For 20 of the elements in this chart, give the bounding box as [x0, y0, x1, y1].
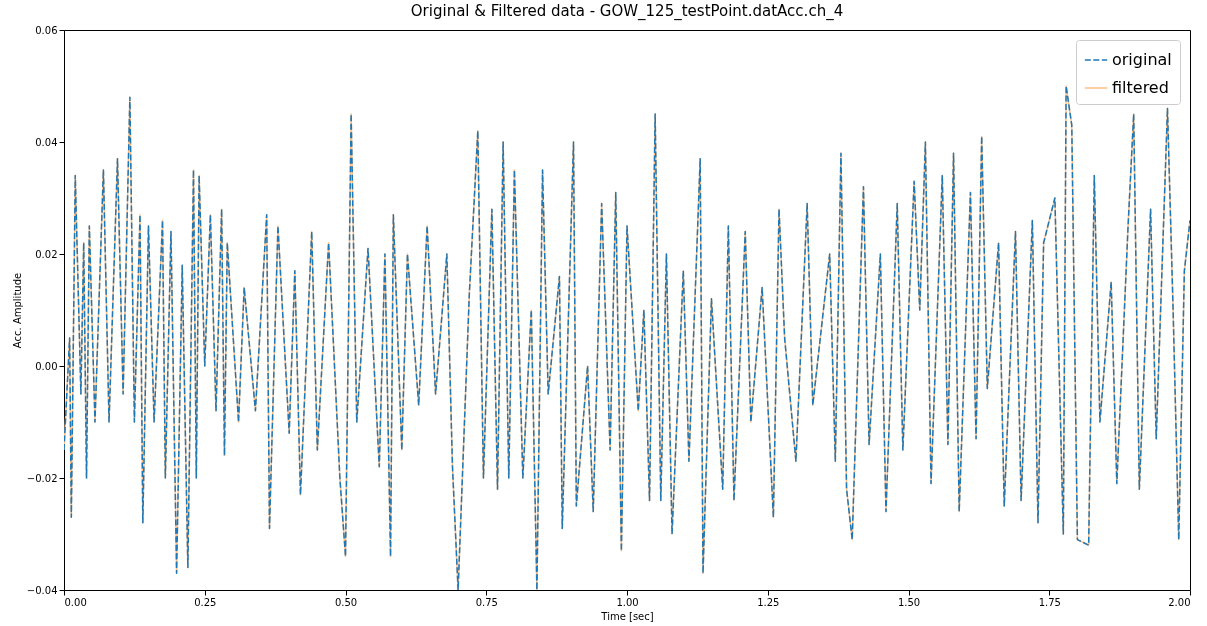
chart-title: Original & Filtered data - GOW_125_testPoint.datAcc.ch_4: [410, 2, 844, 21]
x-tick-label: 1.25: [757, 596, 780, 608]
x-tick-label: 0.50: [334, 596, 358, 608]
legend-label: original: [1112, 50, 1172, 69]
x-tick-label: 2.00: [1168, 596, 1191, 608]
x-tick-label: 0.25: [194, 596, 217, 608]
y-tick-label: 0.02: [35, 248, 58, 260]
x-axis-title: Time [sec]: [600, 610, 654, 622]
y-tick-label: 0.04: [35, 136, 58, 148]
legend-label: filtered: [1112, 78, 1169, 97]
y-tick-label: 0.00: [35, 360, 58, 372]
x-tick-label: 0.00: [64, 596, 87, 608]
y-tick-label: −0.02: [26, 472, 58, 484]
y-tick-label: −0.04: [26, 584, 58, 596]
x-tick-label: 1.75: [1038, 596, 1061, 608]
x-tick-label: 1.00: [616, 596, 639, 608]
y-tick-label: 0.06: [35, 24, 58, 36]
x-tick-label: 1.50: [897, 596, 921, 608]
x-tick-label: 0.75: [475, 596, 498, 608]
y-axis-title: Acc. Amplitude: [11, 272, 23, 349]
